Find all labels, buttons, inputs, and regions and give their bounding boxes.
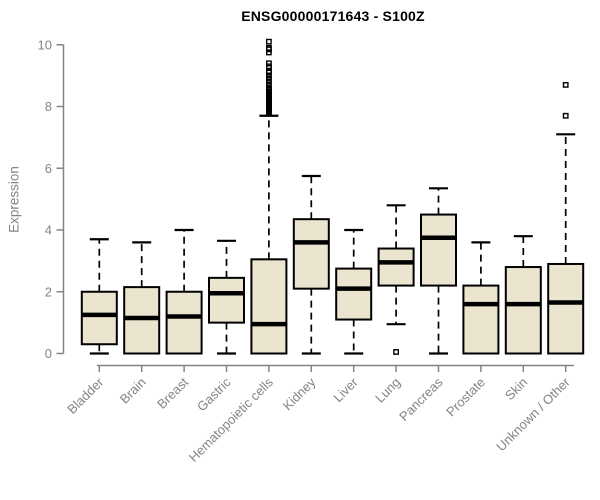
box-brain <box>123 286 161 355</box>
box-unknown-other <box>547 262 585 355</box>
x-tick-label: Lung <box>372 375 403 406</box>
x-tick-label: Liver <box>330 374 361 405</box>
outlier-point <box>266 75 272 82</box>
y-tick-label: 10 <box>38 37 52 52</box>
box-skin <box>504 266 542 355</box>
outlier-point <box>266 44 272 51</box>
chart-title: ENSG00000171643 - S100Z <box>241 8 425 24</box>
outlier-point <box>266 60 272 67</box>
y-tick-label: 0 <box>45 346 52 361</box>
box-liver <box>335 267 373 321</box>
box-kidney <box>292 218 330 290</box>
outlier-point <box>266 63 272 70</box>
x-tick-label: Brain <box>117 375 149 407</box>
box-prostate <box>462 284 500 355</box>
outlier-point <box>266 78 272 85</box>
outlier-point <box>562 81 569 88</box>
y-tick-label: 4 <box>45 223 52 238</box>
box-pancreas <box>420 213 457 287</box>
box-bladder <box>80 290 118 346</box>
x-tick-label: Unknown / Other <box>493 374 573 454</box>
x-tick-label: Pancreas <box>396 374 446 424</box>
outlier-point <box>393 349 399 355</box>
outlier-point <box>266 85 272 91</box>
outlier-point <box>562 112 569 119</box>
y-tick-label: 8 <box>45 99 52 114</box>
outlier-point <box>266 81 272 88</box>
box-breast <box>165 290 203 355</box>
x-tick-label: Gastric <box>194 374 234 414</box>
x-tick-label: Hematopoietic cells <box>186 374 277 465</box>
box-lung <box>377 247 415 287</box>
box-hematopoietic-cells <box>250 258 288 355</box>
y-tick-label: 6 <box>45 161 52 176</box>
y-tick-label: 2 <box>45 284 52 299</box>
x-tick-label: Bladder <box>64 374 107 417</box>
x-tick-label: Skin <box>502 375 530 403</box>
outlier-point <box>266 38 272 45</box>
x-tick-label: Prostate <box>443 375 488 420</box>
x-tick-label: Breast <box>154 374 191 411</box>
x-tick-label: Kidney <box>280 374 319 413</box>
box-gastric <box>208 276 245 324</box>
